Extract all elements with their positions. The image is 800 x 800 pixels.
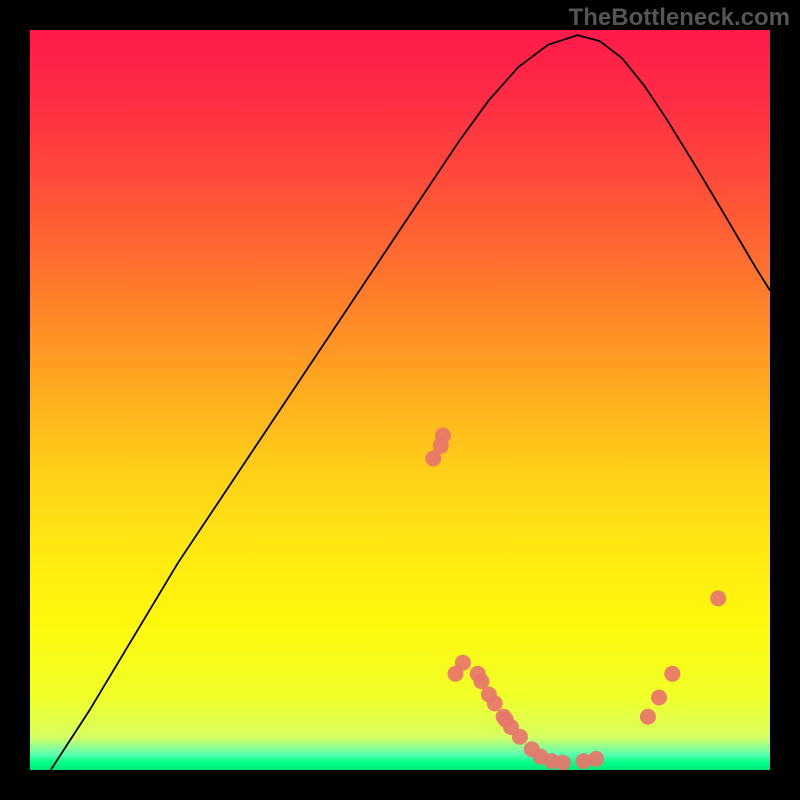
data-marker — [487, 695, 503, 711]
data-marker — [455, 655, 471, 671]
data-marker — [664, 666, 680, 682]
watermark-text: TheBottleneck.com — [569, 4, 790, 32]
chart-svg — [30, 30, 770, 770]
data-marker — [435, 428, 451, 444]
bottleneck-curve — [51, 35, 770, 770]
data-marker — [512, 729, 528, 745]
plot-area — [30, 30, 770, 770]
data-marker — [588, 751, 604, 767]
data-marker — [651, 689, 667, 705]
marker-group — [425, 428, 726, 770]
data-marker — [710, 590, 726, 606]
data-marker — [555, 755, 571, 770]
data-marker — [640, 709, 656, 725]
